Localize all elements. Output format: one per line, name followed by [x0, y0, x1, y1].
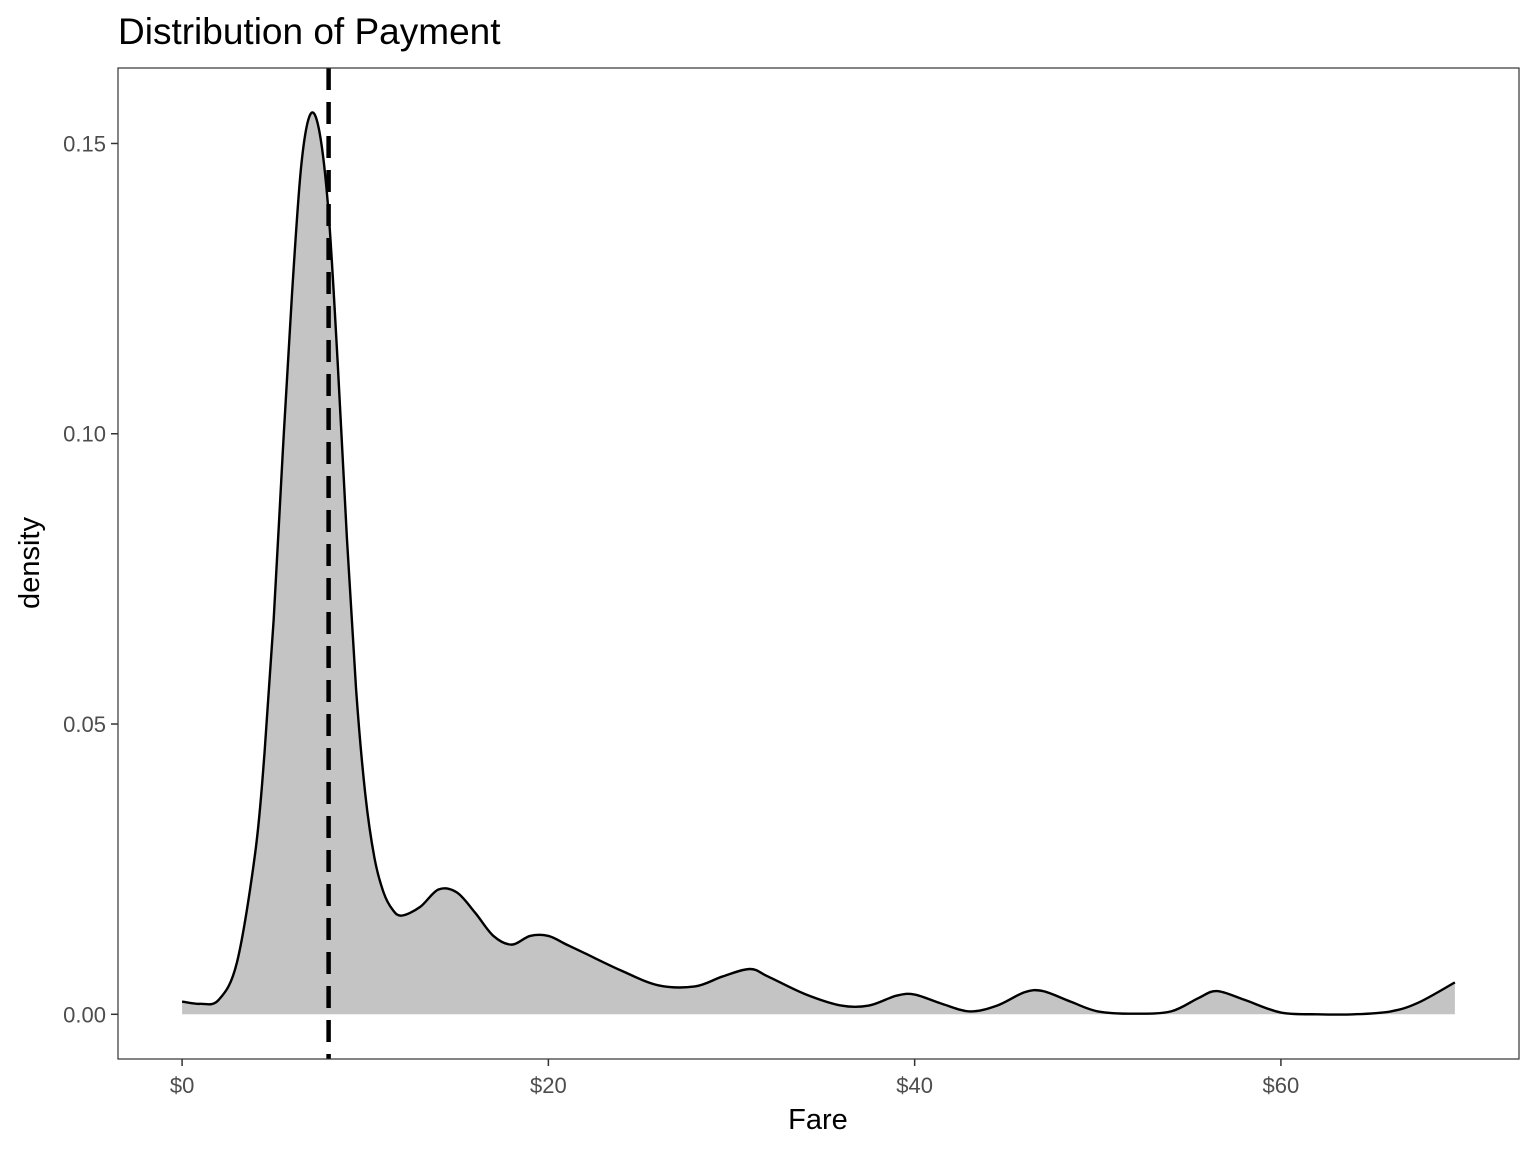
chart-title: Distribution of Payment [118, 11, 501, 52]
y-axis: 0.00 0.05 0.10 0.15 [63, 131, 118, 1027]
density-area-0 [182, 112, 1455, 1015]
plot-layer [181, 68, 1456, 1059]
plot-panel-border [117, 67, 1520, 1060]
y-tick-label: 0.05 [63, 712, 106, 737]
x-axis-title: Fare [788, 1104, 848, 1136]
x-tick-label: $0 [170, 1073, 194, 1098]
y-tick-label: 0.10 [63, 422, 106, 447]
x-axis: $0 $20 $40 $60 [170, 1059, 1299, 1098]
y-tick-label: 0.00 [63, 1002, 106, 1027]
y-tick-label: 0.15 [63, 131, 106, 156]
y-axis-title: density [14, 517, 46, 609]
x-tick-label: $20 [530, 1073, 567, 1098]
density-curve-0 [181, 111, 1456, 1016]
x-tick-label: $40 [896, 1073, 933, 1098]
x-tick-label: $60 [1263, 1073, 1300, 1098]
